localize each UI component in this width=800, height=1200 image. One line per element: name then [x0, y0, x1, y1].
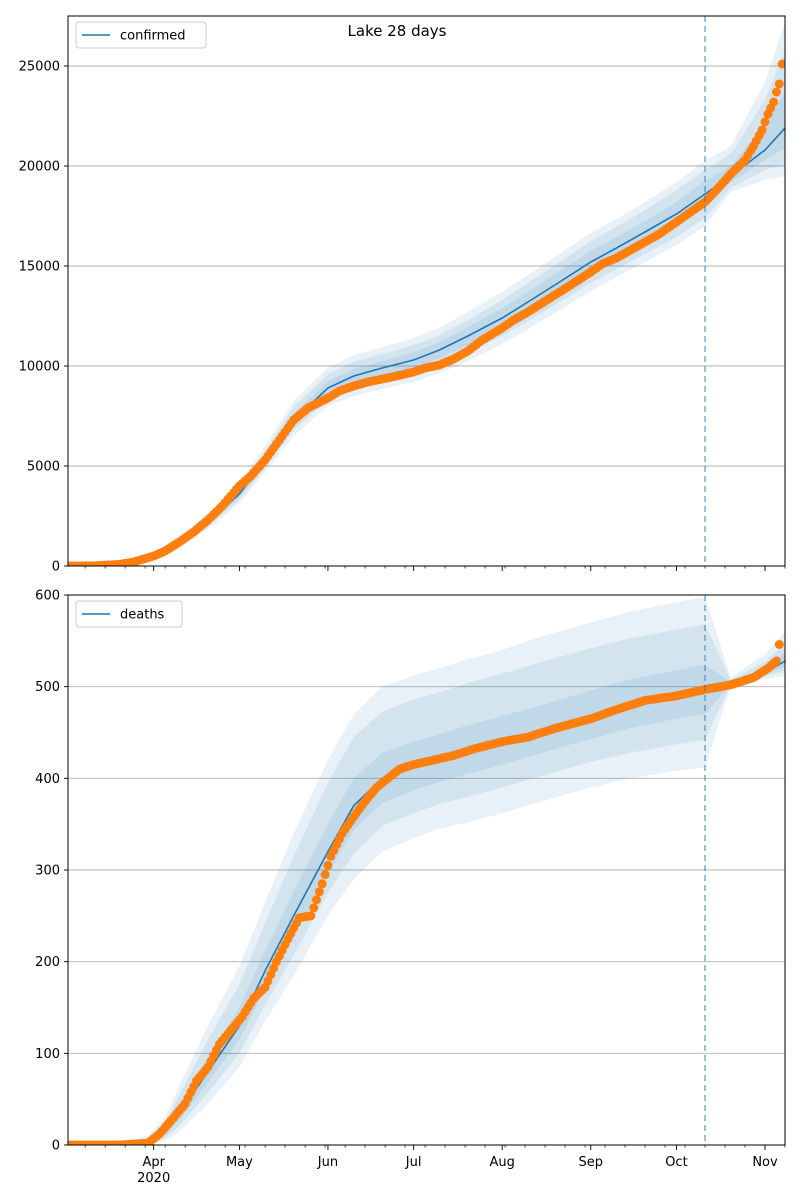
observed-point: [757, 125, 767, 135]
y-tick-label: 10000: [19, 360, 60, 375]
observed-point: [771, 656, 781, 666]
y-tick-label: 200: [35, 955, 60, 970]
legend-box: [75, 21, 207, 49]
y-tick-label: 5000: [27, 460, 60, 475]
axes-frame: [67, 594, 786, 1146]
x-tick-label: Apr: [142, 1155, 165, 1170]
y-tick-label: 25000: [19, 60, 60, 75]
legend: deaths: [75, 600, 183, 628]
y-tick-label: 20000: [19, 160, 60, 175]
observed-point: [774, 640, 784, 649]
legend-label: confirmed: [120, 29, 186, 44]
legend-box: [75, 600, 183, 628]
y-tick-label: 100: [35, 1047, 60, 1062]
observed-point: [309, 903, 319, 913]
observed-point: [323, 860, 333, 870]
x-tick-label: Jul: [405, 1155, 422, 1170]
observed-point: [760, 117, 770, 127]
observed-point: [306, 911, 316, 921]
x-tick-label: May: [226, 1155, 253, 1170]
y-tick-label: 600: [35, 589, 60, 604]
legend: confirmed: [75, 21, 207, 49]
x-tick-label: Aug: [490, 1155, 515, 1170]
y-tick-label: 300: [35, 864, 60, 879]
observed-point: [317, 879, 327, 889]
confidence-band: [68, 50, 785, 566]
observed-point: [312, 895, 321, 905]
confidence-band: [68, 22, 785, 566]
y-tick-label: 500: [35, 680, 60, 695]
y-tick-label: 400: [35, 772, 60, 787]
observed-point: [774, 79, 784, 89]
x-tick-label: Oct: [665, 1155, 687, 1170]
x-tick-sublabel: 2020: [137, 1171, 170, 1186]
observed-point: [771, 87, 781, 97]
axes-frame: [67, 15, 786, 567]
observed-point: [777, 59, 785, 69]
y-tick-label: 0: [52, 560, 60, 575]
x-tick-label: Sep: [578, 1155, 603, 1170]
confirmed-panel: 0 5000 10000 15000 20000 25000 confirmed: [19, 15, 786, 575]
observed-point: [320, 870, 330, 880]
chart-title: Lake 28 days: [348, 22, 447, 40]
confidence-band: [68, 92, 785, 566]
x-tick-label: Jun: [317, 1155, 338, 1170]
confidence-band: [68, 651, 785, 1145]
y-tick-label: 15000: [19, 260, 60, 275]
observed-point: [314, 887, 324, 897]
legend-label: deaths: [120, 608, 165, 623]
observed-point: [769, 97, 779, 107]
y-tick-label: 0: [52, 1139, 60, 1154]
x-tick-label: Nov: [752, 1155, 778, 1170]
